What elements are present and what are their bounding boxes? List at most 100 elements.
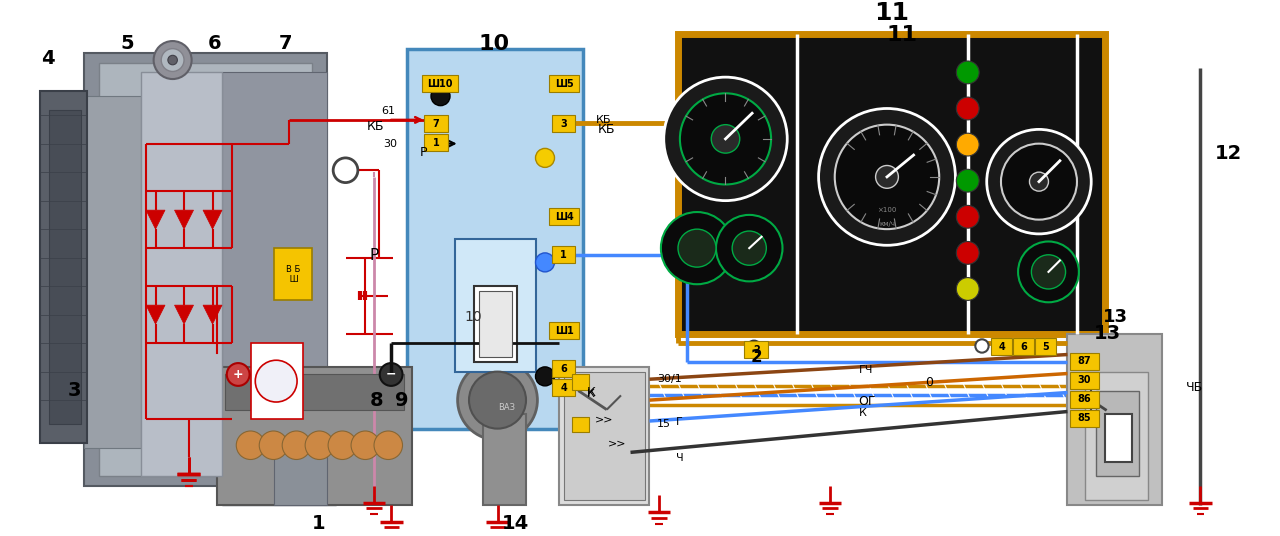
Circle shape <box>333 158 358 183</box>
Bar <box>225 375 404 410</box>
Text: Г: Г <box>676 417 682 427</box>
Circle shape <box>468 371 526 429</box>
Bar <box>564 371 645 500</box>
Text: В Б
 Ш: В Б Ш <box>287 265 301 285</box>
Circle shape <box>680 93 771 184</box>
Text: 61: 61 <box>381 106 396 116</box>
Text: КБ: КБ <box>596 115 612 125</box>
Bar <box>1084 371 1148 500</box>
Circle shape <box>1029 172 1048 191</box>
Text: 6: 6 <box>561 364 567 374</box>
Text: −: − <box>385 368 397 381</box>
Bar <box>552 360 576 377</box>
Circle shape <box>956 133 979 156</box>
Bar <box>99 63 312 476</box>
Bar <box>221 448 337 504</box>
Text: 11: 11 <box>874 1 909 25</box>
Polygon shape <box>204 305 221 324</box>
Circle shape <box>732 231 767 265</box>
Text: Ш1: Ш1 <box>554 326 573 336</box>
Bar <box>454 239 535 371</box>
Text: 30: 30 <box>1078 375 1092 385</box>
Bar <box>678 34 1106 333</box>
Circle shape <box>227 363 250 386</box>
Text: 85: 85 <box>1078 413 1092 423</box>
Text: >>: >> <box>595 414 614 425</box>
Circle shape <box>975 339 988 353</box>
Text: ГЧ: ГЧ <box>859 365 873 375</box>
Circle shape <box>237 431 265 459</box>
Text: 8: 8 <box>369 391 383 410</box>
Text: 30: 30 <box>384 139 398 149</box>
Bar <box>221 72 326 476</box>
Bar <box>1070 391 1098 408</box>
Circle shape <box>956 61 979 84</box>
Circle shape <box>716 215 782 281</box>
Circle shape <box>819 108 955 245</box>
Text: 14: 14 <box>502 514 530 533</box>
Text: 3: 3 <box>561 118 567 129</box>
Circle shape <box>260 431 288 459</box>
Text: Р: Р <box>420 146 428 160</box>
Text: 1: 1 <box>561 250 567 260</box>
Circle shape <box>746 340 762 355</box>
Text: 2: 2 <box>750 348 762 366</box>
Text: К: К <box>859 408 867 418</box>
Text: Ш4: Ш4 <box>554 212 573 222</box>
Circle shape <box>282 431 311 459</box>
Text: 87: 87 <box>1078 356 1092 366</box>
Text: ОГ: ОГ <box>859 396 876 408</box>
Circle shape <box>305 431 334 459</box>
Bar <box>1068 333 1162 504</box>
Bar <box>274 248 312 300</box>
Polygon shape <box>146 210 165 229</box>
Circle shape <box>535 148 554 167</box>
Circle shape <box>956 169 979 192</box>
Circle shape <box>168 55 178 65</box>
Bar <box>552 246 576 263</box>
Text: км/ч: км/ч <box>879 221 895 227</box>
Text: 2: 2 <box>753 345 760 355</box>
Circle shape <box>431 87 451 106</box>
Circle shape <box>328 431 357 459</box>
Circle shape <box>956 97 979 120</box>
Bar <box>1014 338 1034 355</box>
Bar <box>49 110 82 424</box>
Bar <box>549 322 580 339</box>
Circle shape <box>956 278 979 300</box>
Bar <box>251 343 303 419</box>
Text: 5: 5 <box>120 34 134 54</box>
Circle shape <box>380 363 402 386</box>
Text: 1: 1 <box>433 138 439 148</box>
Polygon shape <box>146 305 165 324</box>
Text: 4: 4 <box>998 342 1005 352</box>
Bar <box>479 291 512 358</box>
Text: 9: 9 <box>396 391 408 410</box>
Circle shape <box>678 229 716 267</box>
Text: 13: 13 <box>1102 308 1128 326</box>
Text: Ш5: Ш5 <box>554 79 573 89</box>
Text: 10: 10 <box>479 34 509 54</box>
Polygon shape <box>204 210 221 229</box>
Text: +: + <box>233 368 243 381</box>
Text: Р: Р <box>369 248 379 263</box>
Circle shape <box>535 367 554 386</box>
Bar <box>549 209 580 225</box>
Text: 13: 13 <box>1094 324 1121 343</box>
Bar <box>274 448 326 504</box>
Text: 4: 4 <box>561 383 567 393</box>
Bar <box>1096 391 1139 476</box>
Circle shape <box>535 253 554 272</box>
Text: 5: 5 <box>1042 342 1050 352</box>
Circle shape <box>664 77 787 200</box>
Circle shape <box>1001 144 1076 220</box>
Bar <box>559 367 649 504</box>
Text: ВАЗ: ВАЗ <box>498 403 516 412</box>
Circle shape <box>255 360 297 402</box>
Bar <box>84 54 326 486</box>
Text: 30/1: 30/1 <box>657 374 682 384</box>
Text: 15: 15 <box>657 419 671 429</box>
Text: 7: 7 <box>433 118 439 129</box>
Text: Ч: Ч <box>676 453 684 463</box>
Circle shape <box>876 166 899 188</box>
